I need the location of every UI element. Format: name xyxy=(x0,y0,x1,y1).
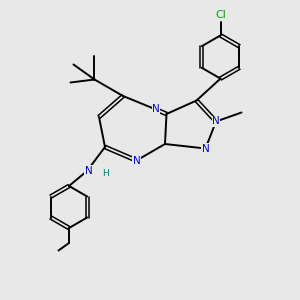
Text: Cl: Cl xyxy=(215,10,226,20)
Text: H: H xyxy=(102,169,109,178)
Text: N: N xyxy=(133,155,140,166)
Text: N: N xyxy=(202,143,209,154)
Text: N: N xyxy=(85,166,92,176)
Text: N: N xyxy=(152,104,160,115)
Text: N: N xyxy=(212,116,220,127)
